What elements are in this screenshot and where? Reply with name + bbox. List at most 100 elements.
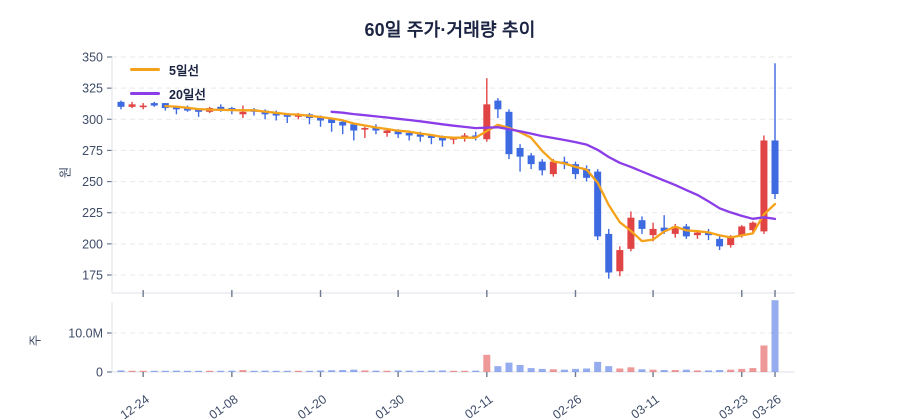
- volume-bar[interactable]: [283, 370, 291, 372]
- volume-bar[interactable]: [605, 366, 613, 372]
- volume-bar[interactable]: [450, 370, 458, 372]
- candle-body[interactable]: [328, 119, 336, 124]
- volume-bar[interactable]: [671, 370, 679, 372]
- volume-bar[interactable]: [161, 370, 169, 372]
- candle-body[interactable]: [117, 101, 125, 107]
- candle-body[interactable]: [372, 128, 380, 131]
- volume-bar[interactable]: [516, 364, 524, 372]
- volume-bar[interactable]: [294, 370, 302, 372]
- volume-bar[interactable]: [195, 370, 203, 372]
- volume-bar[interactable]: [184, 370, 192, 372]
- candle-body[interactable]: [438, 136, 446, 141]
- candle-body[interactable]: [627, 217, 635, 249]
- volume-bar[interactable]: [682, 369, 690, 372]
- volume-bar[interactable]: [461, 370, 469, 372]
- volume-bar[interactable]: [727, 369, 735, 372]
- volume-bar[interactable]: [361, 370, 369, 372]
- volume-bar[interactable]: [738, 368, 746, 372]
- candle-body[interactable]: [738, 226, 746, 236]
- volume-bar[interactable]: [549, 369, 557, 372]
- volume-bar[interactable]: [383, 370, 391, 372]
- volume-bar[interactable]: [494, 366, 502, 372]
- volume-bar[interactable]: [649, 369, 657, 372]
- candle-body[interactable]: [583, 169, 591, 178]
- volume-bar[interactable]: [616, 368, 624, 372]
- volume-bar[interactable]: [594, 361, 602, 372]
- volume-bar[interactable]: [716, 370, 724, 372]
- candle-body[interactable]: [195, 109, 203, 112]
- candle-body[interactable]: [705, 232, 713, 236]
- volume-bar[interactable]: [627, 367, 635, 372]
- candle-body[interactable]: [494, 100, 502, 110]
- volume-bar[interactable]: [505, 362, 513, 372]
- volume-bar[interactable]: [272, 370, 280, 372]
- candle-body[interactable]: [150, 103, 158, 106]
- candle-body[interactable]: [716, 238, 724, 247]
- candle-body[interactable]: [350, 124, 358, 131]
- candle-body[interactable]: [616, 250, 624, 272]
- volume-bar[interactable]: [749, 368, 757, 372]
- volume-bar[interactable]: [527, 368, 535, 372]
- volume-bar[interactable]: [438, 370, 446, 372]
- candle-body[interactable]: [771, 140, 779, 195]
- candle-body[interactable]: [184, 108, 192, 111]
- volume-bar[interactable]: [660, 370, 668, 372]
- candle-body[interactable]: [383, 130, 391, 133]
- candle-body[interactable]: [339, 121, 347, 126]
- volume-bar[interactable]: [472, 370, 480, 372]
- candle-body[interactable]: [594, 171, 602, 237]
- volume-bar[interactable]: [416, 370, 424, 372]
- candle-body[interactable]: [749, 222, 757, 231]
- volume-bar[interactable]: [771, 300, 779, 372]
- volume-bar[interactable]: [405, 370, 413, 372]
- volume-bar[interactable]: [538, 368, 546, 372]
- volume-bar[interactable]: [261, 370, 269, 372]
- candle-body[interactable]: [505, 111, 513, 155]
- volume-bar[interactable]: [372, 370, 380, 372]
- legend-item-ma20[interactable]: 20일선: [130, 84, 206, 103]
- candle-body[interactable]: [239, 111, 247, 115]
- candle-body[interactable]: [638, 220, 646, 229]
- candle-body[interactable]: [760, 140, 768, 232]
- candle-body[interactable]: [693, 232, 701, 236]
- volume-bar[interactable]: [150, 370, 158, 372]
- candle-body[interactable]: [272, 113, 280, 116]
- volume-bar[interactable]: [139, 370, 147, 372]
- volume-bar[interactable]: [305, 370, 313, 372]
- candle-body[interactable]: [671, 226, 679, 234]
- volume-bar[interactable]: [339, 370, 347, 372]
- volume-bar[interactable]: [705, 370, 713, 372]
- candle-body[interactable]: [427, 135, 435, 138]
- candle-body[interactable]: [172, 106, 180, 110]
- candle-body[interactable]: [727, 236, 735, 246]
- volume-bar[interactable]: [571, 368, 579, 372]
- candle-body[interactable]: [472, 135, 480, 138]
- candle-body[interactable]: [660, 227, 668, 232]
- candle-body[interactable]: [538, 161, 546, 171]
- volume-bar[interactable]: [760, 345, 768, 372]
- candle-body[interactable]: [483, 104, 491, 140]
- candle-body[interactable]: [527, 155, 535, 165]
- volume-bar[interactable]: [128, 370, 136, 372]
- volume-bar[interactable]: [394, 370, 402, 372]
- candle-body[interactable]: [139, 105, 147, 108]
- candle-body[interactable]: [128, 104, 136, 107]
- candle-body[interactable]: [394, 130, 402, 135]
- candle-body[interactable]: [317, 116, 325, 121]
- volume-bar[interactable]: [583, 368, 591, 372]
- volume-bar[interactable]: [239, 370, 247, 372]
- candle-body[interactable]: [405, 132, 413, 136]
- volume-bar[interactable]: [206, 370, 214, 372]
- volume-bar[interactable]: [350, 369, 358, 372]
- candle-body[interactable]: [361, 128, 369, 130]
- candle-body[interactable]: [416, 134, 424, 137]
- legend-item-ma5[interactable]: 5일선: [130, 60, 206, 79]
- volume-bar[interactable]: [483, 354, 491, 372]
- volume-bar[interactable]: [317, 370, 325, 372]
- volume-bar[interactable]: [217, 370, 225, 372]
- volume-bar[interactable]: [638, 369, 646, 372]
- candle-body[interactable]: [571, 164, 579, 175]
- candle-body[interactable]: [649, 228, 657, 236]
- candle-body[interactable]: [283, 114, 291, 117]
- volume-bar[interactable]: [117, 370, 125, 372]
